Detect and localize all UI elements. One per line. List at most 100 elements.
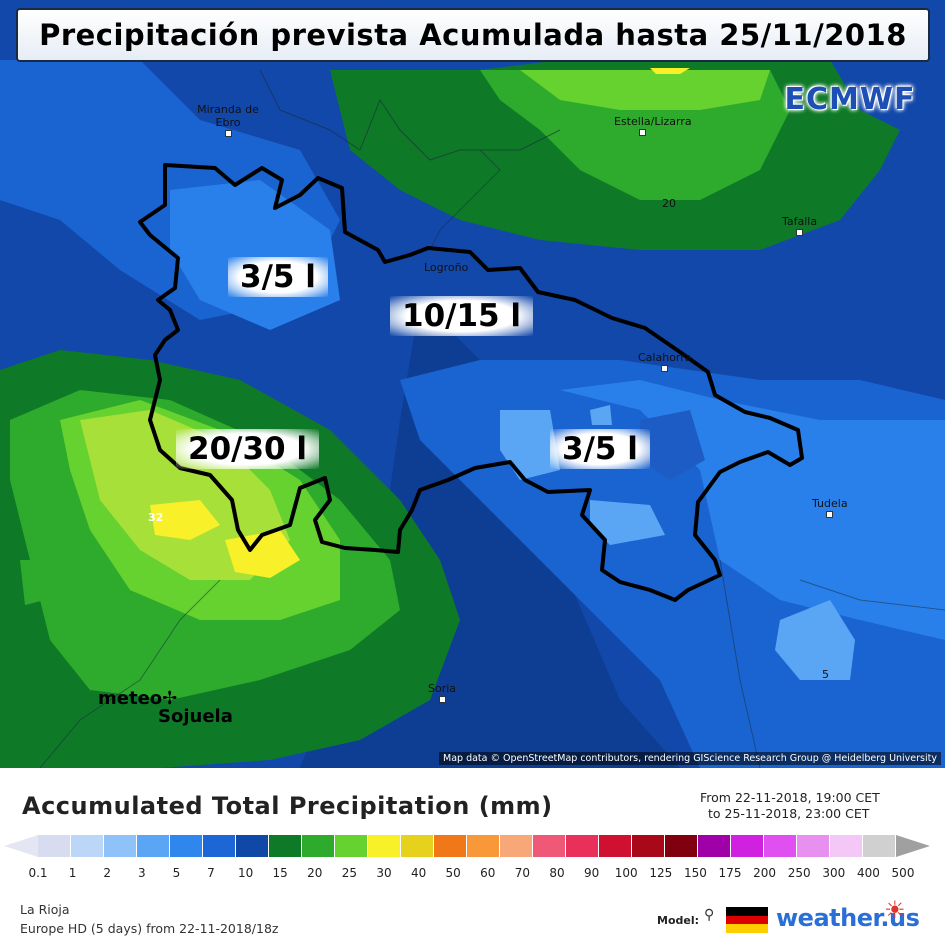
scale-tick-label: 50 — [445, 866, 461, 880]
scale-swatch — [863, 835, 896, 857]
scale-swatch — [170, 835, 203, 857]
scale-tick-label: 400 — [856, 866, 880, 880]
city-label: Calahorra — [638, 351, 692, 364]
city-label: Tafalla — [782, 215, 818, 228]
scale-swatch — [731, 835, 764, 857]
city-label: Soria — [428, 682, 457, 695]
scale-tick-label: 7 — [207, 866, 215, 880]
city-soria: Soria — [428, 682, 456, 703]
map-canvas — [0, 0, 945, 768]
scale-tick-label: 2 — [103, 866, 112, 880]
scale-tick-label: 80 — [549, 866, 565, 880]
city-label: Logroño — [424, 261, 469, 274]
scale-swatch — [599, 835, 632, 857]
contour-label: 20 — [662, 197, 676, 210]
model-run: Europe HD (5 days) from 22-11-2018/18z — [20, 921, 279, 936]
legend-panel: Accumulated Total Precipitation (mm) Fro… — [0, 768, 945, 945]
model-badge-text: ECMWF — [784, 81, 916, 117]
scale-swatch — [764, 835, 797, 857]
scale-swatch — [830, 835, 863, 857]
scale-swatch — [467, 835, 500, 857]
sun-rays-icon: ☀ — [884, 896, 906, 924]
scale-swatch — [269, 835, 302, 857]
scale-tick-label: 90 — [583, 866, 600, 880]
scale-tick-label: 100 — [614, 866, 638, 880]
amount-label-center: 10/15 l — [390, 296, 534, 336]
scale-tick-label: 175 — [718, 866, 742, 880]
city-marker-icon — [438, 696, 446, 703]
amount-label-southwest: 20/30 l — [176, 429, 320, 469]
scale-tick-label: 125 — [649, 866, 673, 880]
germany-flag-icon — [726, 907, 768, 934]
region-name: La Rioja — [20, 902, 70, 917]
city-logrono: Logroño — [424, 261, 468, 274]
scale-swatch — [236, 835, 269, 857]
scale-tick-label: 200 — [753, 866, 777, 880]
precipitation-map: Precipitación prevista Acumulada hasta 2… — [0, 0, 945, 768]
scale-swatch — [71, 835, 104, 857]
scale-swatch — [566, 835, 599, 857]
scale-tick-label: 20 — [307, 866, 323, 880]
city-label: Miranda de Ebro — [197, 103, 259, 129]
city-calahorra: Calahorra — [638, 351, 692, 372]
scale-tick-label: 300 — [822, 866, 846, 880]
watermark-icon: ✢ — [162, 688, 178, 709]
legend-title: Accumulated Total Precipitation (mm) — [22, 792, 553, 820]
city-estella: Estella/Lizarra — [614, 115, 692, 136]
model-label: Model: — [657, 914, 700, 927]
scale-tick-label: 15 — [272, 866, 288, 880]
scale-tick-label: 25 — [341, 866, 358, 880]
city-marker-icon — [796, 229, 804, 236]
scale-swatch — [500, 835, 533, 857]
scale-swatch — [335, 835, 368, 857]
city-label: Tudela — [812, 497, 848, 510]
scale-tick-label: 0.1 — [28, 866, 48, 880]
city-marker-icon — [638, 129, 646, 136]
scale-swatch — [533, 835, 566, 857]
scale-tick-label: 150 — [683, 866, 707, 880]
model-badge: ECMWF — [772, 80, 928, 118]
city-marker-icon — [661, 365, 669, 372]
scale-tick-label: 70 — [514, 866, 531, 880]
scale-tick-label: 250 — [787, 866, 811, 880]
watermark: meteo✢ Sojuela — [98, 690, 233, 726]
brand-logo: weather.us — [776, 904, 920, 932]
contour-label: 32 — [148, 511, 164, 524]
map-title-box: Precipitación prevista Acumulada hasta 2… — [16, 8, 930, 62]
contour-label: 5 — [822, 668, 829, 681]
period-from: From 22-11-2018, 19:00 CET — [700, 790, 880, 805]
scale-swatch — [203, 835, 236, 857]
city-marker-icon — [224, 130, 232, 137]
scale-swatch — [797, 835, 830, 857]
scale-tick-label: 500 — [891, 866, 915, 880]
scale-swatch — [38, 835, 71, 857]
color-scale-bar — [38, 835, 896, 857]
scale-swatch — [104, 835, 137, 857]
legend-period: From 22-11-2018, 19:00 CET to 25-11-2018… — [700, 790, 880, 822]
scale-tick-label: 30 — [376, 866, 392, 880]
scale-low-arrow — [4, 835, 38, 857]
scale-swatch — [368, 835, 401, 857]
scale-tick-label: 3 — [137, 866, 146, 880]
city-marker-icon — [826, 511, 834, 518]
scale-tick-label: 60 — [480, 866, 496, 880]
scale-swatch — [665, 835, 698, 857]
scale-swatch — [632, 835, 665, 857]
scale-high-arrow — [896, 835, 930, 857]
scale-tick-label: 40 — [410, 866, 427, 880]
map-title: Precipitación prevista Acumulada hasta 2… — [39, 18, 907, 52]
hd-search-icon: ⚲ — [704, 907, 715, 923]
watermark-line1: meteo — [98, 688, 163, 709]
scale-swatch — [698, 835, 731, 857]
scale-swatch — [302, 835, 335, 857]
amount-label-northwest: 3/5 l — [228, 257, 328, 297]
city-label: Estella/Lizarra — [614, 115, 692, 128]
scale-tick-label: 5 — [172, 866, 181, 880]
watermark-line2: Sojuela — [158, 706, 233, 727]
scale-swatch — [401, 835, 434, 857]
period-to: to 25-11-2018, 23:00 CET — [708, 806, 870, 821]
scale-swatch — [434, 835, 467, 857]
scale-tick-label: 1 — [68, 866, 77, 880]
city-tafalla: Tafalla — [782, 215, 817, 236]
city-tudela: Tudela — [812, 497, 848, 518]
